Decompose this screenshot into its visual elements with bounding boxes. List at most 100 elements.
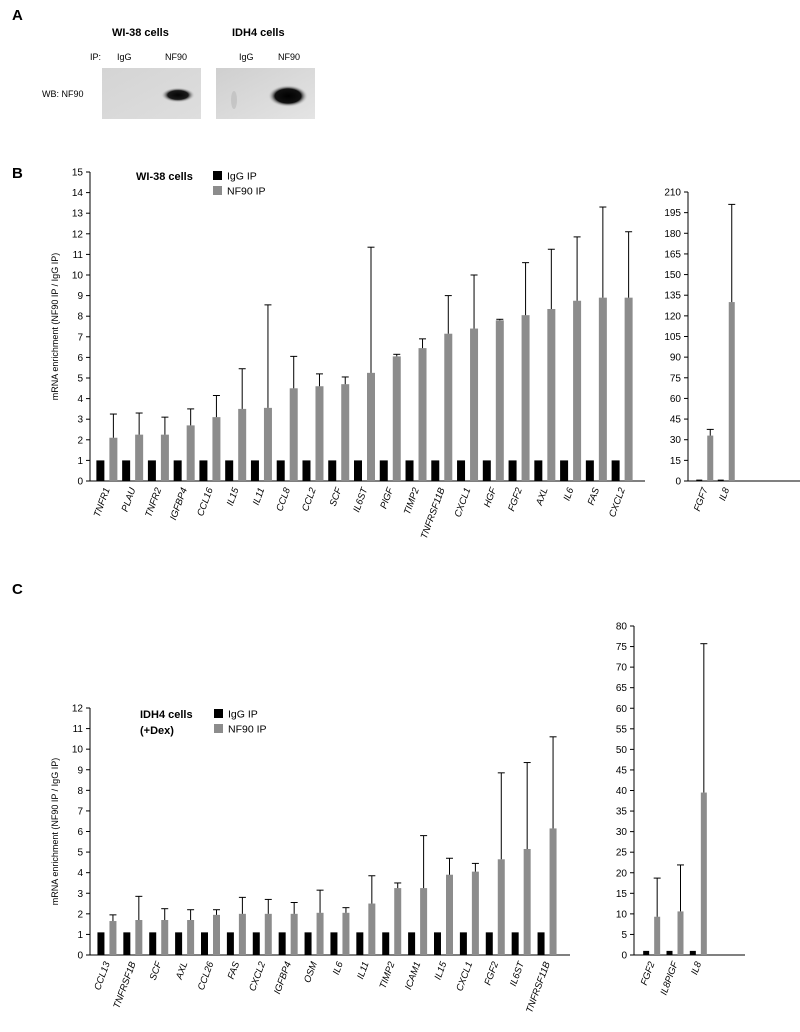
bar-igg-il11 xyxy=(250,460,259,481)
bar-igg-il6 xyxy=(560,460,569,481)
bar-igg-ccl16 xyxy=(199,460,208,481)
legend-label-nf90-ip: NF90 IP xyxy=(227,186,266,198)
bar-nf90-tnfrsf11b xyxy=(444,333,453,481)
y-tick-label: 2 xyxy=(77,435,83,446)
y-tick-label: 5 xyxy=(77,374,83,385)
bar-igg-ccl8 xyxy=(276,460,285,481)
y-tick-label: 210 xyxy=(664,188,681,199)
x-tick-label-axl: AXL xyxy=(174,960,191,982)
y-tick-label: 5 xyxy=(621,930,627,941)
x-tick-label-cxcl1: CXCL1 xyxy=(453,486,474,519)
y-tick-label: 65 xyxy=(616,683,628,694)
y-tick-label: 30 xyxy=(670,435,682,446)
bar-nf90-il15 xyxy=(446,874,453,955)
y-tick-label: 15 xyxy=(616,889,628,900)
bar-igg-scf xyxy=(328,460,337,481)
bar-nf90-il11 xyxy=(368,903,376,955)
y-tick-label: 6 xyxy=(77,353,83,364)
x-tick-label-cxcl2: CXCL2 xyxy=(607,486,628,519)
lane-label-nf90-idh4: NF90 xyxy=(278,52,300,62)
y-tick-label: 1 xyxy=(77,456,83,467)
x-tick-label-hgf: HGF xyxy=(482,485,500,509)
x-tick-label-ccl26: CCL26 xyxy=(196,960,217,992)
bar-nf90-cxcl2 xyxy=(624,297,633,481)
bar-nf90-il8plgf xyxy=(677,911,684,955)
y-tick-label: 45 xyxy=(670,415,682,426)
bar-nf90-fas xyxy=(238,913,246,955)
bar-nf90-ccl26 xyxy=(213,914,220,955)
x-tick-label-tnfr2: TNFR2 xyxy=(143,486,164,519)
bar-igg-tnfr1 xyxy=(96,460,105,481)
y-tick-label: 80 xyxy=(616,622,628,633)
bar-igg-il8plgf xyxy=(666,950,673,955)
bar-nf90-igfbp4 xyxy=(290,913,298,955)
bar-igg-ccl13 xyxy=(97,932,105,955)
smear-idh4 xyxy=(231,91,237,109)
bar-nf90-ccl16 xyxy=(212,417,221,481)
y-tick-label: 4 xyxy=(77,868,83,879)
bar-nf90-timp2 xyxy=(418,348,427,481)
bar-nf90-axl xyxy=(187,920,195,955)
y-tick-label: 11 xyxy=(73,724,84,735)
y-tick-label: 10 xyxy=(72,271,84,282)
y-tick-label: 70 xyxy=(616,663,628,674)
x-tick-label-timp2: TIMP2 xyxy=(402,486,422,517)
y-tick-label: 120 xyxy=(664,311,681,322)
bar-igg-cxcl2 xyxy=(252,932,260,955)
x-tick-label-tnfr1: TNFR1 xyxy=(92,486,113,519)
legend-swatch-nf90-ip xyxy=(213,186,222,195)
y-tick-label: 0 xyxy=(621,951,627,962)
x-tick-label-il6: IL6 xyxy=(562,486,577,503)
x-tick-label-il8: IL8 xyxy=(689,960,704,977)
legend-label-igg-ip: IgG IP xyxy=(227,171,257,183)
x-tick-label-fgf2: FGF2 xyxy=(639,960,658,987)
bar-igg-plau xyxy=(122,460,131,481)
y-tick-label: 10 xyxy=(616,909,628,920)
bar-nf90-timp2 xyxy=(394,888,402,955)
y-tick-label: 13 xyxy=(72,209,84,220)
bar-nf90-scf xyxy=(161,920,169,955)
bar-nf90-il6st xyxy=(367,372,375,481)
legend-swatch-igg-ip xyxy=(213,171,222,180)
x-tick-label-cxcl2: CXCL2 xyxy=(247,960,268,993)
y-tick-label: 20 xyxy=(616,868,628,879)
x-tick-label-il6st: IL6ST xyxy=(508,959,527,988)
bar-igg-tnfrsf1b xyxy=(123,932,131,955)
bar-igg-igfbp4 xyxy=(278,932,286,955)
bar-igg-igfbp4 xyxy=(173,460,182,481)
x-tick-label-tnfrsf1b: TNFRSF1B xyxy=(112,960,139,1011)
x-tick-label-il8: IL8 xyxy=(717,486,732,503)
legend-swatch-nf90-ip xyxy=(214,724,223,733)
bar-nf90-cxcl2 xyxy=(264,913,272,955)
bar-nf90-plgf xyxy=(392,356,401,481)
bar-igg-hgf xyxy=(482,460,491,481)
bar-igg-timp2 xyxy=(405,460,414,481)
y-tick-label: 50 xyxy=(616,745,628,756)
bar-nf90-il8 xyxy=(700,792,707,955)
x-tick-label-ccl16: CCL16 xyxy=(195,486,216,518)
bar-nf90-plau xyxy=(135,434,144,481)
y-axis-title: mRNA enrichment (NF90 IP / IgG IP) xyxy=(50,253,60,400)
y-axis-title: mRNA enrichment (NF90 IP / IgG IP) xyxy=(50,758,60,905)
y-tick-label: 0 xyxy=(675,477,681,488)
x-tick-label-cxcl1: CXCL1 xyxy=(454,960,475,993)
bar-igg-cxcl1 xyxy=(457,460,466,481)
y-tick-label: 11 xyxy=(73,250,84,261)
bar-nf90-tnfrsf1b xyxy=(135,920,143,955)
y-tick-label: 6 xyxy=(77,827,83,838)
bar-igg-ccl2 xyxy=(302,460,311,481)
legend-title: WI-38 cells xyxy=(136,171,193,183)
x-tick-label-plau: PLAU xyxy=(120,486,139,513)
bar-igg-il8 xyxy=(689,950,696,955)
y-tick-label: 75 xyxy=(616,642,628,653)
y-tick-label: 0 xyxy=(77,477,83,488)
bar-nf90-ccl8 xyxy=(289,388,298,481)
lane-label-igg-wi38: IgG xyxy=(117,52,132,62)
bar-nf90-il8 xyxy=(728,302,735,481)
y-tick-label: 14 xyxy=(72,188,84,199)
y-tick-label: 12 xyxy=(72,229,84,240)
x-tick-label-scf: SCF xyxy=(148,959,165,982)
bar-nf90-fas xyxy=(598,297,607,481)
y-tick-label: 135 xyxy=(664,291,681,302)
